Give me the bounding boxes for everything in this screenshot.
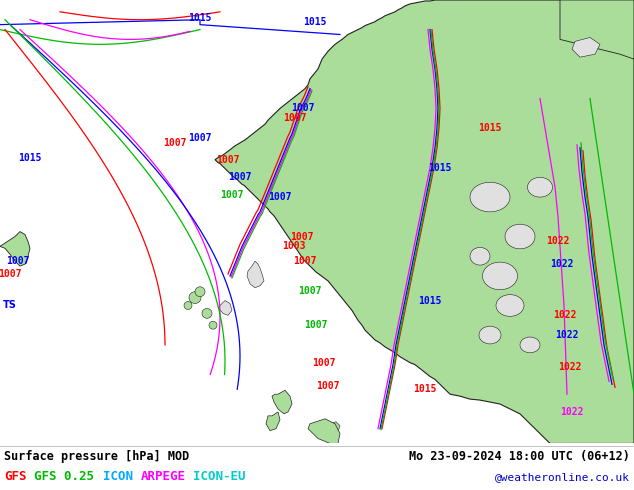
Text: 1007: 1007 bbox=[290, 231, 314, 242]
Text: 1007: 1007 bbox=[294, 256, 317, 266]
Text: 1022: 1022 bbox=[553, 310, 577, 320]
Text: ICON: ICON bbox=[103, 470, 133, 483]
Circle shape bbox=[184, 301, 192, 309]
Text: ICON-EU: ICON-EU bbox=[193, 470, 246, 483]
Ellipse shape bbox=[470, 247, 490, 265]
Ellipse shape bbox=[520, 337, 540, 353]
Circle shape bbox=[195, 287, 205, 296]
Text: 1015: 1015 bbox=[478, 123, 501, 133]
Text: 1007: 1007 bbox=[216, 155, 240, 165]
Polygon shape bbox=[272, 390, 292, 414]
Text: TS: TS bbox=[3, 300, 17, 311]
Text: 1015: 1015 bbox=[188, 13, 212, 23]
Text: 1003: 1003 bbox=[282, 242, 306, 251]
Text: 1007: 1007 bbox=[220, 190, 243, 200]
Polygon shape bbox=[247, 261, 264, 288]
Ellipse shape bbox=[479, 326, 501, 344]
Polygon shape bbox=[215, 0, 634, 443]
Text: 1007: 1007 bbox=[304, 320, 328, 330]
Text: Mo 23-09-2024 18:00 UTC (06+12): Mo 23-09-2024 18:00 UTC (06+12) bbox=[409, 450, 630, 463]
Circle shape bbox=[209, 321, 217, 329]
Polygon shape bbox=[328, 422, 340, 434]
Polygon shape bbox=[560, 0, 634, 59]
Text: GFS 0.25: GFS 0.25 bbox=[34, 470, 94, 483]
Text: 1015: 1015 bbox=[18, 153, 42, 163]
Text: 1007: 1007 bbox=[298, 286, 321, 295]
Polygon shape bbox=[0, 232, 30, 266]
Text: 1015: 1015 bbox=[413, 384, 437, 394]
Text: 1007: 1007 bbox=[6, 256, 30, 266]
Text: 1007: 1007 bbox=[163, 138, 187, 148]
Text: 1007: 1007 bbox=[228, 172, 252, 182]
Ellipse shape bbox=[496, 294, 524, 317]
Text: 1007: 1007 bbox=[188, 133, 212, 143]
Ellipse shape bbox=[527, 177, 552, 197]
Polygon shape bbox=[572, 37, 600, 57]
Circle shape bbox=[189, 292, 201, 303]
Text: 1022: 1022 bbox=[555, 330, 579, 340]
Text: Surface pressure [hPa] MOD: Surface pressure [hPa] MOD bbox=[4, 450, 190, 463]
Polygon shape bbox=[308, 419, 340, 443]
Text: ARPEGE: ARPEGE bbox=[141, 470, 186, 483]
Text: 1015: 1015 bbox=[428, 163, 452, 172]
Text: 1022: 1022 bbox=[550, 259, 574, 269]
Ellipse shape bbox=[470, 182, 510, 212]
Polygon shape bbox=[218, 300, 232, 316]
Ellipse shape bbox=[482, 262, 517, 290]
Text: @weatheronline.co.uk: @weatheronline.co.uk bbox=[495, 472, 630, 482]
Ellipse shape bbox=[505, 224, 535, 249]
Text: 1007: 1007 bbox=[0, 269, 22, 279]
Text: 1007: 1007 bbox=[316, 381, 340, 392]
Text: GFS: GFS bbox=[4, 470, 27, 483]
Text: 1022: 1022 bbox=[559, 362, 582, 371]
Text: 1007: 1007 bbox=[313, 358, 336, 368]
Polygon shape bbox=[266, 412, 280, 431]
Text: 1015: 1015 bbox=[418, 295, 442, 306]
Circle shape bbox=[202, 308, 212, 318]
Text: 1015: 1015 bbox=[303, 17, 327, 26]
Text: 1022: 1022 bbox=[560, 407, 584, 417]
Text: 1007: 1007 bbox=[268, 192, 292, 202]
Text: 1007: 1007 bbox=[291, 103, 314, 113]
Text: 1022: 1022 bbox=[547, 237, 570, 246]
Text: 1007: 1007 bbox=[283, 113, 307, 123]
